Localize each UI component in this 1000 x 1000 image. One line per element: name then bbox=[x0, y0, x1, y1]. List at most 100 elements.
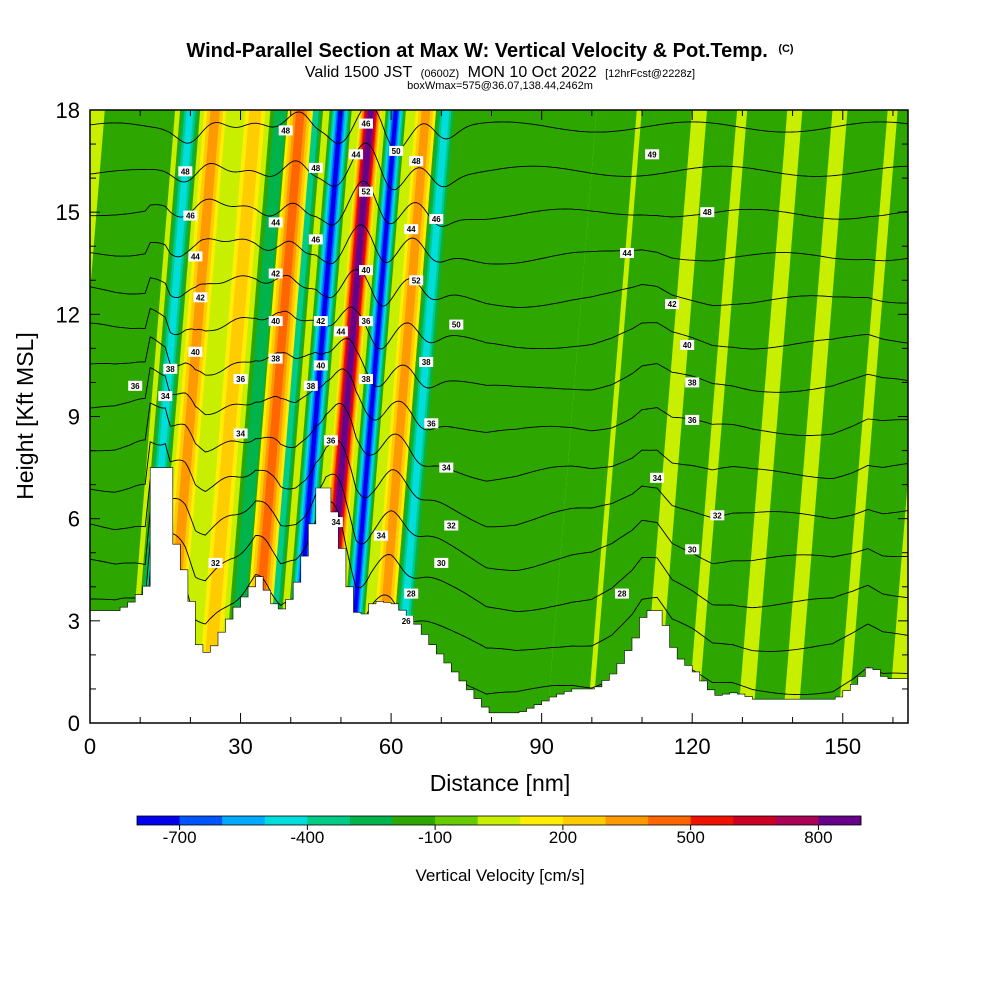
colorbar-tick-label: 200 bbox=[549, 828, 577, 847]
svg-text:Wind-Parallel Section at Max W: Wind-Parallel Section at Max W: Vertical… bbox=[186, 40, 794, 62]
contour-label: 40 bbox=[680, 340, 695, 350]
box-wmax-info: boxWmax=575@36.07,138.44,2462m bbox=[407, 80, 593, 92]
colorbar-tick-label: 500 bbox=[676, 828, 704, 847]
contour-label-text: 30 bbox=[688, 545, 697, 554]
valid-date: MON 10 Oct 2022 bbox=[468, 64, 597, 81]
contour-label-text: 44 bbox=[352, 150, 361, 159]
velocity-band bbox=[592, 110, 692, 723]
contour-label: 46 bbox=[183, 210, 198, 221]
contour-label-text: 32 bbox=[211, 559, 220, 568]
contour-label-bg bbox=[178, 166, 193, 177]
contour-label: 52 bbox=[409, 275, 424, 286]
theta-contour bbox=[90, 306, 908, 350]
contour-label-text: 44 bbox=[623, 249, 632, 258]
contour-label-text: 38 bbox=[166, 365, 175, 374]
contour-label: 34 bbox=[374, 530, 389, 541]
contour-label-bg bbox=[333, 326, 348, 337]
contour-label: 32 bbox=[444, 520, 459, 531]
valid-time: Valid 1500 JST bbox=[305, 64, 413, 81]
theta-contour bbox=[90, 110, 908, 151]
colorbar-bin bbox=[435, 816, 479, 825]
x-tick-label: 30 bbox=[228, 734, 252, 759]
colorbar-title: Vertical Velocity [cm/s] bbox=[415, 866, 584, 885]
velocity-band bbox=[797, 110, 888, 723]
contour-label: 40 bbox=[359, 265, 373, 276]
contour-label-bg bbox=[389, 145, 404, 156]
contour-label: 42 bbox=[665, 299, 680, 310]
contour-label-text: 36 bbox=[131, 382, 140, 391]
contour-label-bg bbox=[404, 224, 419, 235]
contour-label-bg bbox=[268, 217, 283, 228]
contour-label-text: 48 bbox=[281, 126, 290, 135]
theta-contour bbox=[90, 473, 908, 572]
contour-label-bg bbox=[303, 380, 318, 391]
x-tick-label: 0 bbox=[84, 734, 96, 759]
contour-label-text: 38 bbox=[362, 375, 371, 384]
y-tick-label: 12 bbox=[56, 302, 80, 327]
contour-label: 36 bbox=[233, 374, 248, 384]
contour-label-text: 50 bbox=[452, 321, 461, 330]
contour-label-bg bbox=[323, 435, 338, 446]
colorbar-frame bbox=[136, 815, 862, 826]
contour-label-text: 40 bbox=[362, 266, 371, 275]
contour-label-text: 52 bbox=[412, 276, 421, 285]
contour-label-bg bbox=[650, 472, 665, 483]
contour-label-text: 40 bbox=[316, 361, 325, 370]
colorbar-bin bbox=[349, 816, 393, 825]
contour-label: 52 bbox=[359, 186, 373, 197]
y-tick-label: 6 bbox=[68, 507, 80, 532]
contour-label-bg bbox=[615, 588, 629, 599]
contour-label: 48 bbox=[308, 162, 323, 173]
contour-label-bg bbox=[268, 268, 283, 279]
contour-label-bg bbox=[158, 391, 173, 402]
contour-label-bg bbox=[359, 118, 373, 129]
contour-label: 30 bbox=[685, 544, 700, 555]
contour-label-text: 40 bbox=[683, 341, 692, 350]
contour-label-text: 34 bbox=[653, 474, 662, 483]
contour-label: 34 bbox=[233, 428, 248, 439]
contour-label-bg bbox=[424, 418, 439, 429]
contour-label-bg bbox=[645, 149, 660, 160]
velocity-fill-bands bbox=[90, 110, 908, 723]
colorbar-bin bbox=[648, 816, 692, 825]
contour-label: 32 bbox=[208, 557, 223, 568]
contour-label-bg bbox=[208, 557, 223, 568]
plot-area: 48 46 44 42 40 38 34 36 36 34 32 48 44 42 40 38 48 46 42 40… bbox=[90, 110, 908, 723]
valid-utc: (0600Z) bbox=[421, 68, 460, 80]
contour-label: 40 bbox=[188, 346, 203, 357]
contour-label-text: 38 bbox=[271, 355, 280, 364]
contour-label: 49 bbox=[645, 149, 660, 160]
contour-label-bg bbox=[128, 380, 143, 391]
colorbar-bin bbox=[222, 816, 266, 825]
contour-label-bg bbox=[685, 414, 700, 425]
velocity-band bbox=[396, 110, 487, 723]
velocity-band bbox=[262, 110, 319, 723]
contour-label: 38 bbox=[419, 357, 434, 367]
contour-label-bg bbox=[193, 292, 208, 303]
contour-labels: 48 46 44 42 40 38 34 36 36 34 32 48 44 42 40 38 48 46 42 40… bbox=[128, 118, 725, 626]
y-tick-label: 0 bbox=[68, 711, 80, 736]
contour-label-bg bbox=[359, 265, 373, 276]
velocity-band bbox=[393, 110, 450, 723]
velocity-band bbox=[697, 110, 788, 723]
contour-label-text: 32 bbox=[447, 522, 456, 531]
contour-label-text: 34 bbox=[161, 392, 170, 401]
colorbar-bin bbox=[477, 816, 521, 825]
colorbar-tick-label: -100 bbox=[418, 828, 452, 847]
contour-label-bg bbox=[278, 125, 293, 136]
theta-contour bbox=[90, 180, 908, 227]
contour-label-bg bbox=[409, 156, 424, 167]
contour-label-text: 42 bbox=[271, 270, 280, 279]
contour-label-text: 36 bbox=[236, 375, 245, 384]
contour-label-bg bbox=[313, 316, 328, 327]
y-tick-label: 15 bbox=[56, 200, 80, 225]
velocity-band bbox=[752, 110, 833, 723]
theta-contour bbox=[90, 523, 908, 652]
x-tick-label: 150 bbox=[824, 734, 861, 759]
x-tick-label: 120 bbox=[674, 734, 711, 759]
contour-label-bg bbox=[710, 510, 725, 521]
contour-label-bg bbox=[349, 149, 363, 160]
contour-label-bg bbox=[680, 340, 695, 350]
contour-label-text: 48 bbox=[311, 164, 320, 173]
velocity-band bbox=[344, 110, 398, 723]
